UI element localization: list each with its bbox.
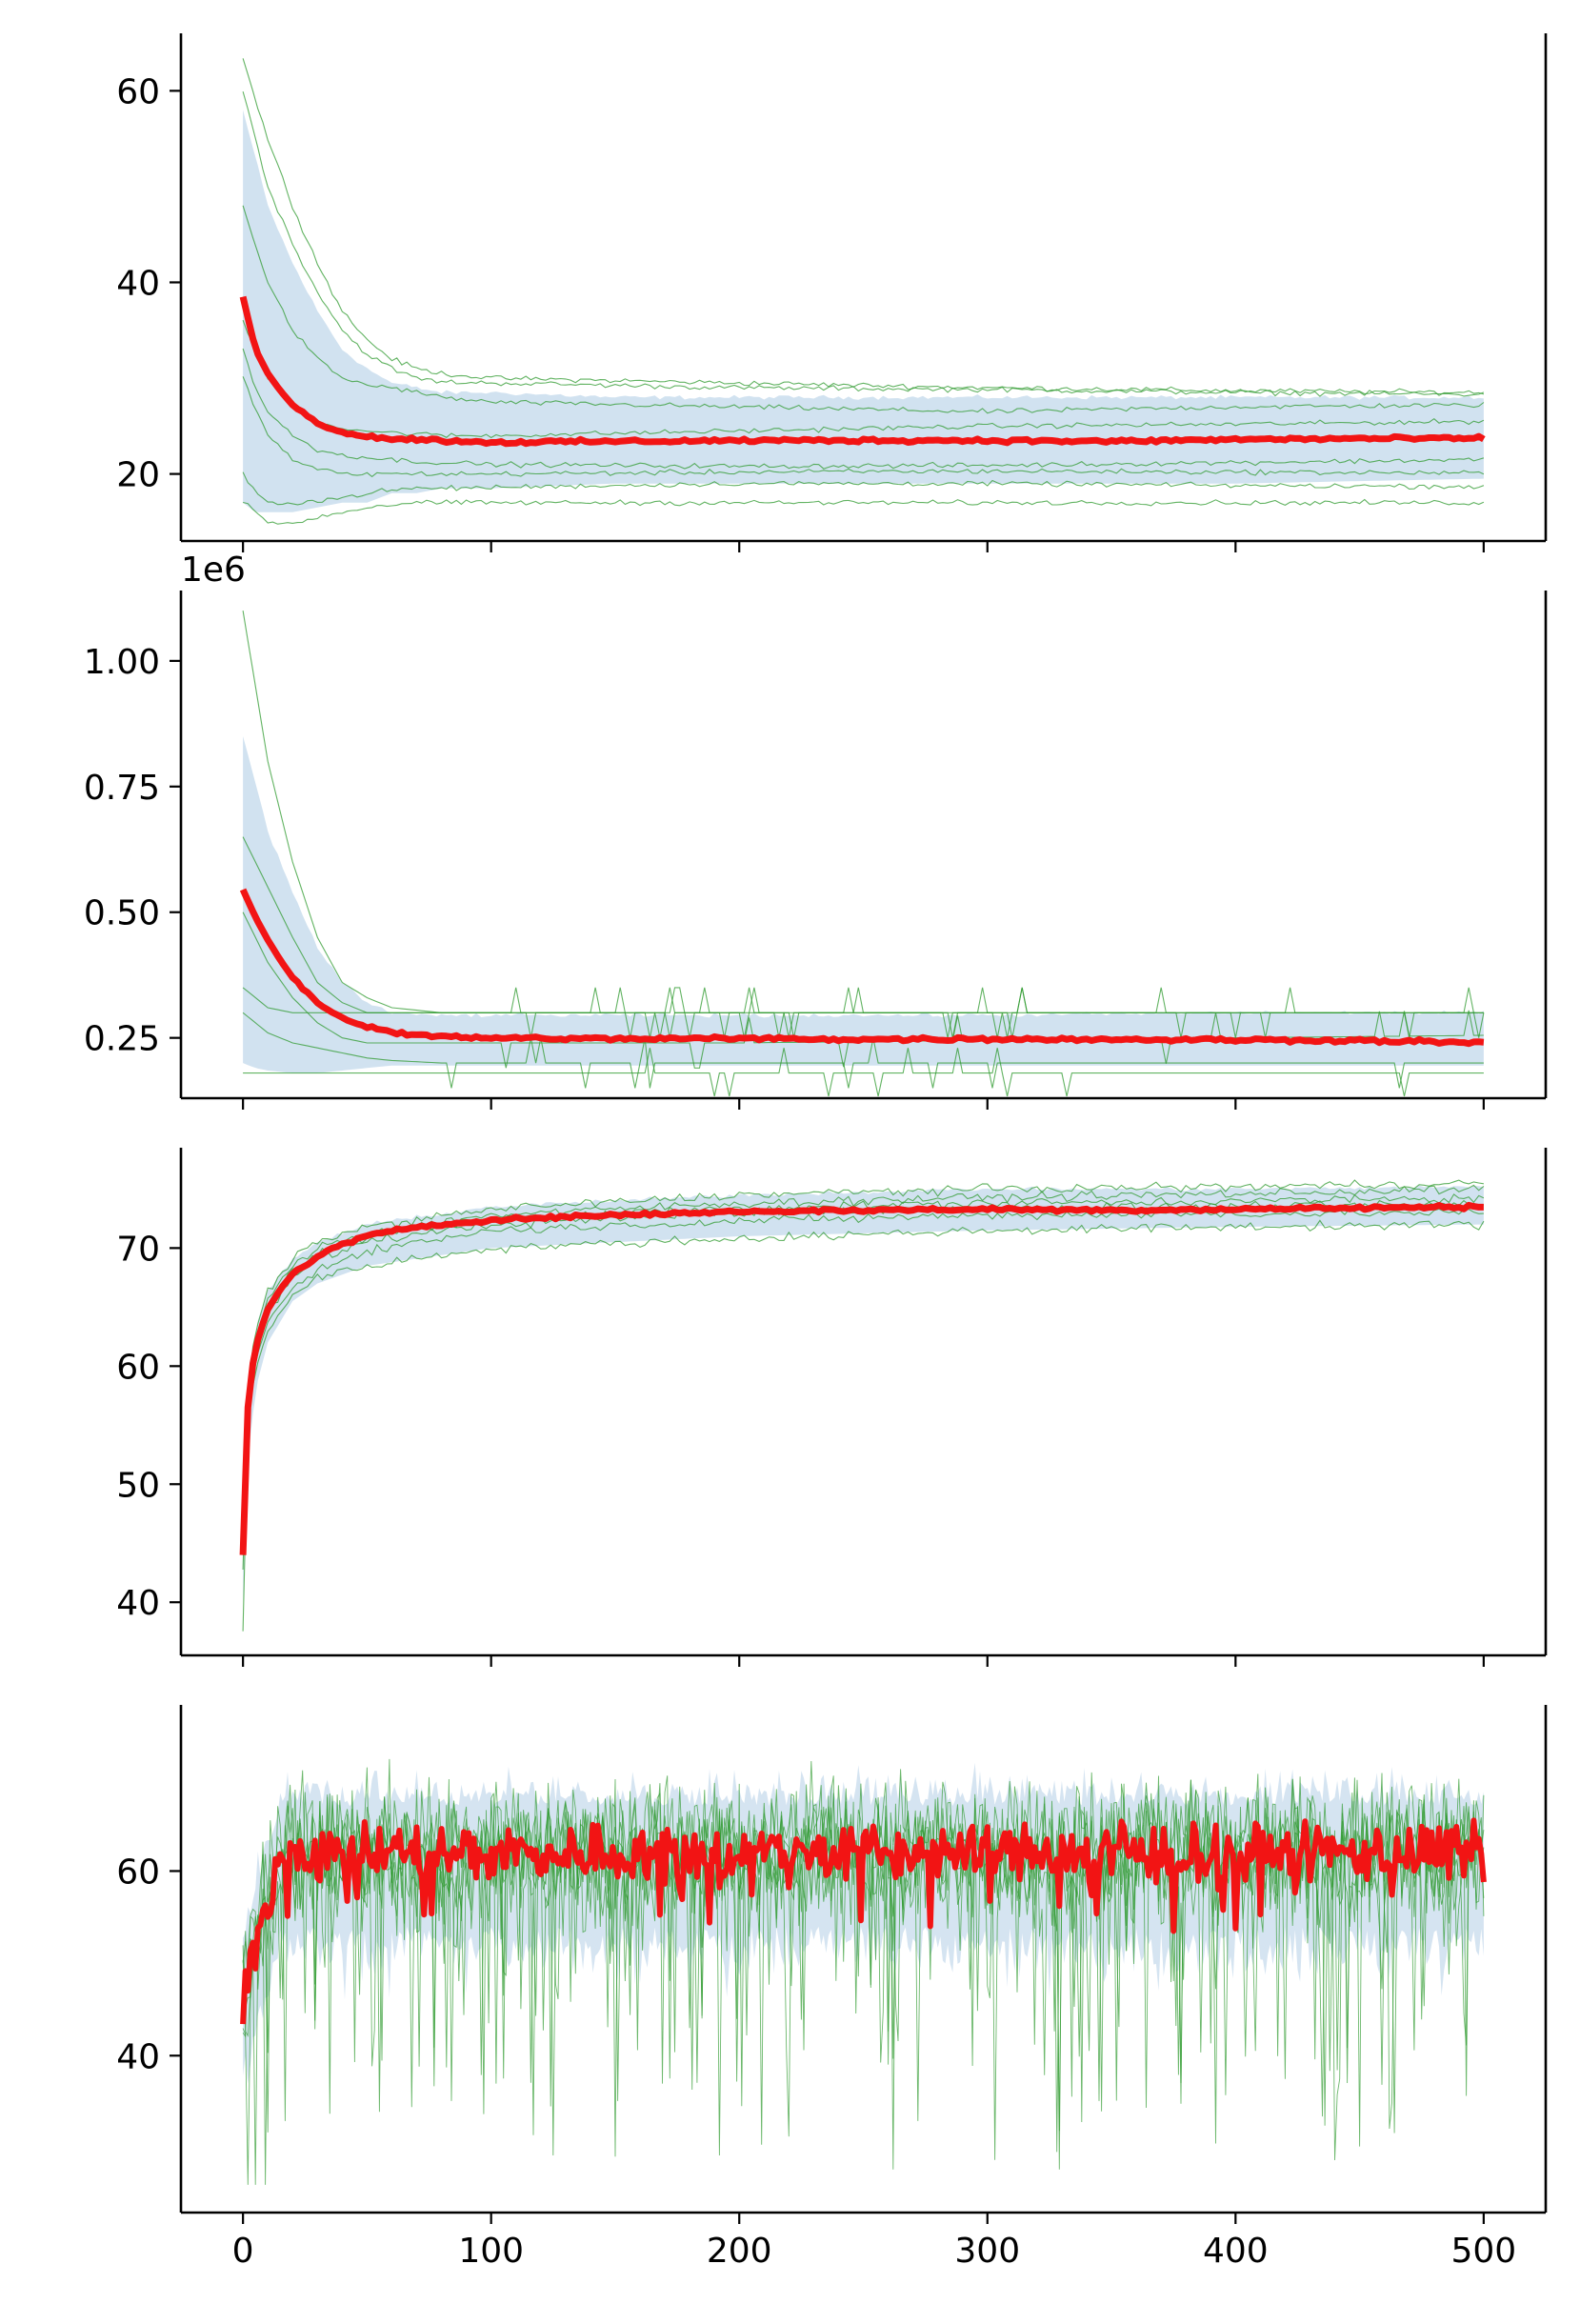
chart-panel-3: 40 50 60 70 [116, 1148, 1548, 1667]
y-tick-label: 70 [116, 1230, 160, 1269]
run-line-1 [242, 1219, 1485, 1632]
run-line-3 [242, 987, 1484, 1038]
y-tick-label: 20 [116, 456, 160, 495]
y-tick-label: 1.00 [84, 643, 160, 682]
run-line-6 [243, 1048, 1484, 1097]
chart-panel-2: 0.25 0.50 0.75 1.00 1e6 [84, 551, 1548, 1110]
y-offset-label: 1e6 [181, 551, 246, 590]
mean-line [239, 1201, 1484, 1555]
chart-panel-1: 20 40 60 [116, 33, 1548, 552]
y-tick-label: 60 [116, 1853, 160, 1892]
y-tick-label: 60 [116, 72, 160, 111]
y-tick-label: 60 [116, 1348, 160, 1387]
y-tick-label: 40 [116, 264, 160, 303]
x-tick-label: 200 [707, 2232, 772, 2271]
run-line-6 [242, 376, 1485, 478]
run-line-5 [242, 348, 1485, 470]
run-line-7 [242, 471, 1485, 506]
run-line-4 [242, 320, 1485, 439]
run-line-8 [242, 498, 1485, 525]
x-tick-label: 400 [1203, 2232, 1269, 2271]
x-tick-label: 500 [1451, 2232, 1517, 2271]
run-line-1 [242, 58, 1485, 396]
x-tick-label: 100 [458, 2232, 524, 2271]
confidence-band [243, 110, 1484, 512]
mean-line [240, 1817, 1487, 2025]
y-tick-label: 40 [116, 2037, 160, 2076]
y-tick-label: 0.25 [84, 1020, 160, 1059]
mean-line [239, 888, 1485, 1048]
y-tick-label: 0.50 [84, 894, 160, 933]
x-tick-label: 300 [954, 2232, 1020, 2271]
run-line-3 [242, 205, 1485, 414]
run-line-5 [242, 1012, 1484, 1089]
run-line-5 [242, 1207, 1484, 1553]
panels: 20 40 60 0.25 0.50 0.75 1.00 1e6 40 50 60 70 40 60 0 10… [84, 33, 1548, 2271]
run-line-3 [242, 1179, 1484, 1543]
y-tick-label: 50 [116, 1466, 160, 1505]
run-line-2 [242, 90, 1485, 397]
y-tick-label: 0.75 [84, 769, 160, 808]
x-tick-label: 0 [232, 2232, 254, 2271]
run-line-2 [242, 1184, 1485, 1571]
chart-panel-4: 40 60 0 100 200 300 400 500 [116, 1705, 1548, 2271]
y-tick-label: 40 [116, 1584, 160, 1623]
mean-line [239, 295, 1486, 448]
